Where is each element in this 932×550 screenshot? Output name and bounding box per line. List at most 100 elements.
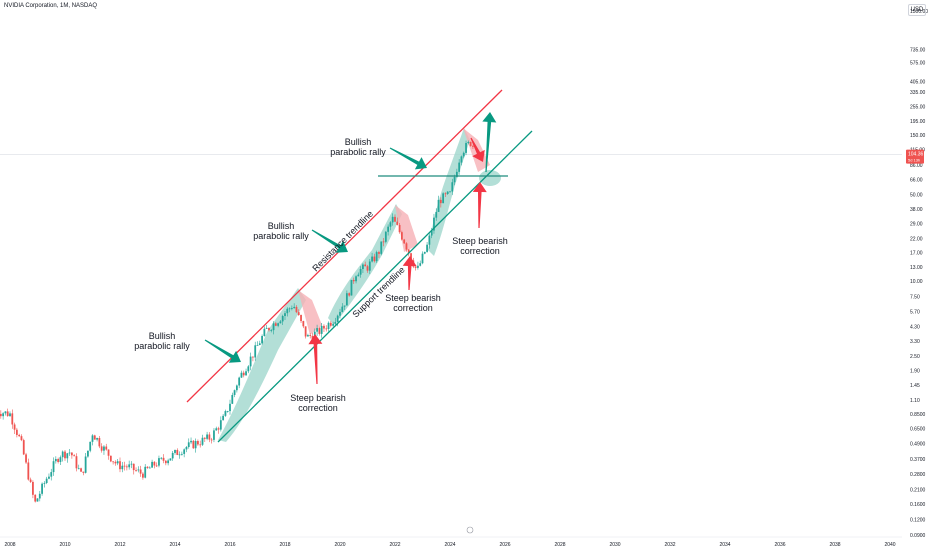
candle-body: [446, 191, 449, 194]
candle-body: [151, 461, 153, 468]
candle-body: [27, 462, 30, 480]
annotation-correction-3: Steep bearish correction: [452, 236, 508, 256]
candle-body: [73, 455, 76, 457]
candle-body: [66, 453, 69, 459]
annotation-line: Bullish: [149, 331, 176, 341]
candle-body: [123, 465, 126, 467]
x-tick-label: 2034: [719, 542, 730, 548]
rally-arrow-2: [311, 229, 348, 253]
candle-body: [89, 441, 92, 451]
candle-body: [98, 438, 101, 447]
candle-body: [22, 440, 25, 455]
candle-body: [302, 321, 305, 327]
candle-body: [235, 385, 238, 391]
candle-body: [238, 377, 241, 386]
candle-body: [96, 438, 98, 440]
candle-body: [435, 211, 438, 218]
annotation-correction-2: Steep bearish correction: [385, 293, 441, 313]
y-tick-label: 17.00: [910, 250, 923, 256]
rally-highlight-1: [218, 288, 306, 442]
candle-body: [394, 216, 396, 222]
candle-body: [343, 305, 346, 307]
candle-body: [442, 193, 445, 204]
x-tick-label: 2008: [4, 542, 15, 548]
candle-body: [407, 249, 410, 254]
y-tick-label: 0.6500: [910, 426, 926, 432]
y-tick-label: 255.00: [910, 105, 926, 111]
candle-body: [229, 403, 231, 412]
candle-body: [36, 498, 39, 502]
candle-body: [265, 327, 268, 329]
annotation-line: correction: [298, 403, 338, 413]
candle-body: [290, 308, 293, 309]
candle-body: [208, 434, 211, 440]
candle-body: [320, 325, 323, 334]
rally-arrow-1: [204, 339, 241, 363]
last-price-value: 104.36: [908, 152, 924, 158]
candle-body: [203, 437, 206, 439]
candle-body: [256, 345, 259, 346]
candle-body: [242, 372, 245, 376]
candle-body: [428, 235, 431, 245]
y-tick-label: 22.00: [910, 237, 923, 243]
candle-body: [254, 345, 257, 358]
candle-body: [348, 293, 351, 296]
candle-body: [25, 454, 27, 463]
y-tick-label: 66.00: [910, 177, 923, 183]
candle-body: [11, 413, 14, 425]
candle-body: [336, 315, 339, 322]
candle-body: [192, 440, 195, 449]
candle-body: [316, 328, 318, 332]
candle-body: [93, 435, 96, 440]
candle-body: [50, 472, 53, 477]
x-tick-label: 2024: [444, 542, 455, 548]
candle-body: [297, 312, 300, 316]
y-tick-label: 195.00: [910, 119, 926, 125]
candle-body: [300, 315, 302, 322]
price-axis[interactable]: 1500.00 735.00 575.00 405.00 335.00 255.00 195…: [906, 9, 928, 539]
y-tick-label: 405.00: [910, 80, 926, 86]
candle-body: [121, 465, 124, 470]
candle-body: [9, 413, 11, 417]
candle-body: [210, 439, 213, 441]
currency-button[interactable]: USD: [908, 4, 926, 16]
candle-body: [87, 450, 89, 457]
annotation-line: correction: [460, 246, 500, 256]
candle-body: [148, 467, 151, 469]
candle-body: [0, 413, 2, 417]
time-axis[interactable]: 2008 2010 2012 2014 2016 2018 2020 2022 2024 2026…: [0, 526, 902, 548]
candle-body: [371, 256, 373, 262]
candle-body: [274, 323, 277, 326]
candle-body: [201, 437, 204, 445]
x-tick-label: 2028: [554, 542, 565, 548]
candle-body: [20, 436, 23, 441]
candle-body: [199, 444, 202, 446]
candle-body: [345, 293, 348, 306]
candle-body: [350, 279, 353, 296]
candle-body: [153, 461, 156, 466]
y-tick-label: 0.8500: [910, 412, 926, 418]
candle-body: [100, 446, 103, 451]
candle-body: [295, 306, 298, 313]
candle-body: [52, 461, 55, 473]
candle-body: [249, 356, 252, 367]
pullback-arrow: [470, 137, 485, 162]
candle-body: [391, 216, 394, 223]
y-tick-label: 0.4900: [910, 442, 926, 448]
candle-body: [293, 306, 296, 309]
candle-body: [169, 458, 172, 461]
candle-body: [423, 251, 426, 254]
candle-body: [355, 276, 357, 282]
annotation-line: parabolic rally: [134, 341, 190, 351]
candle-body: [15, 429, 18, 435]
candle-body: [268, 327, 270, 331]
annotation-line: Bullish: [345, 137, 372, 147]
candle-body: [158, 458, 160, 466]
candle-body: [247, 366, 250, 372]
candle-body: [307, 335, 309, 337]
candle-body: [185, 446, 188, 450]
candle-body: [410, 253, 412, 261]
candle-body: [187, 442, 190, 447]
x-tick-label: 2026: [499, 542, 510, 548]
